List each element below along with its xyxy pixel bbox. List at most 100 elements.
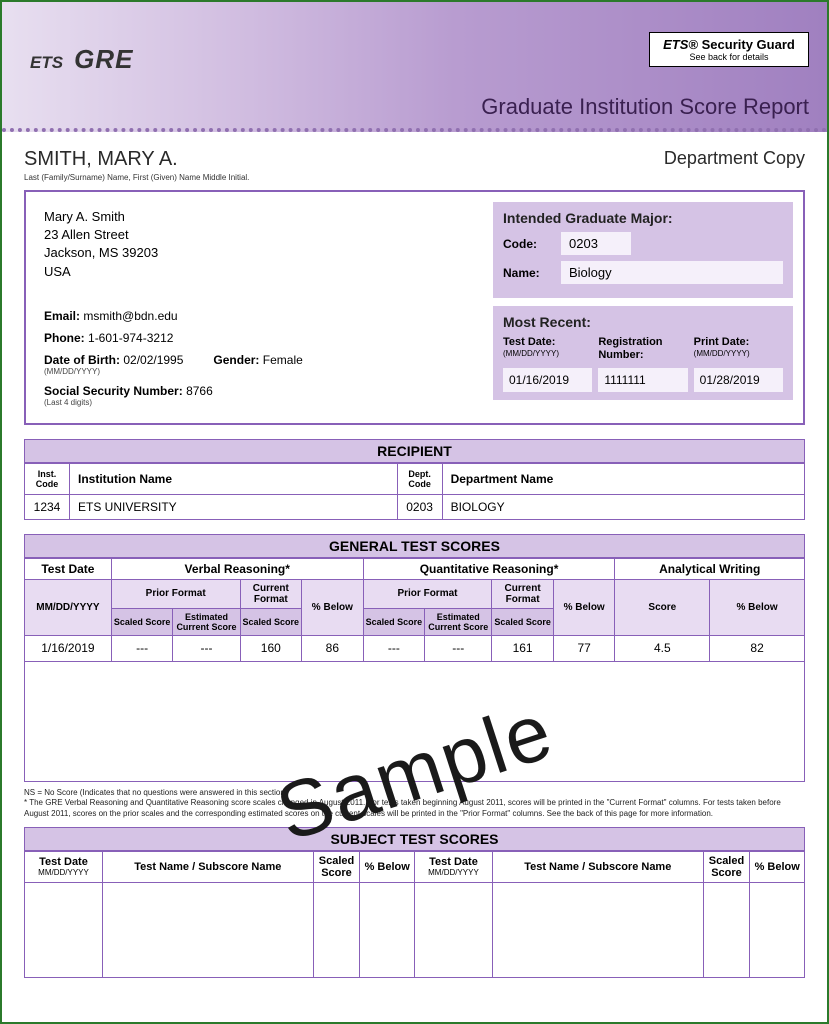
- address-block: Mary A. Smith 23 Allen Street Jackson, M…: [44, 208, 475, 281]
- recent-title: Most Recent:: [503, 314, 783, 330]
- major-panel: Intended Graduate Major: Code: 0203 Name…: [493, 202, 793, 298]
- score-date: 1/16/2019: [25, 635, 112, 661]
- content-area: SMITH, MARY A. Last (Family/Surname) Nam…: [2, 132, 827, 988]
- info-box: Mary A. Smith 23 Allen Street Jackson, M…: [24, 190, 805, 425]
- email-value: msmith@bdn.edu: [83, 309, 177, 323]
- w-score: 4.5: [615, 635, 710, 661]
- v-pct: 86: [302, 635, 364, 661]
- dob-gender-row: Date of Birth: 02/02/1995 (MM/DD/YYYY) G…: [44, 353, 475, 376]
- subj-scaled-1: Scaled Score: [313, 851, 360, 882]
- col-v-curr-scaled: Scaled Score: [240, 608, 302, 635]
- major-code-label: Code:: [503, 237, 553, 251]
- score-row: 1/16/2019 --- --- 160 86 --- --- 161 77 …: [25, 635, 805, 661]
- v-prior-est: ---: [173, 635, 240, 661]
- q-prior-scaled: ---: [363, 635, 425, 661]
- header-banner: ETS GRE ETS® Security Guard See back for…: [2, 2, 827, 132]
- student-name: SMITH, MARY A.: [24, 148, 249, 171]
- general-scores-section: GENERAL TEST SCORES Test Date Verbal Rea…: [24, 534, 805, 782]
- email-field: Email: msmith@bdn.edu: [44, 309, 475, 323]
- col-w-pct: % Below: [710, 579, 805, 635]
- subj-scaled-2: Scaled Score: [703, 851, 750, 882]
- col-v-prior: Prior Format: [111, 579, 240, 608]
- print-date-value: 01/28/2019: [694, 368, 783, 392]
- dept-code: 0203: [397, 494, 442, 519]
- dept-name: BIOLOGY: [442, 494, 804, 519]
- q-prior-est: ---: [425, 635, 492, 661]
- general-scores-header: GENERAL TEST SCORES: [24, 534, 805, 558]
- col-test-date: Test Date: [25, 558, 112, 579]
- col-q-curr-scaled: Scaled Score: [492, 608, 554, 635]
- major-name-value: Biology: [561, 261, 783, 284]
- inst-code: 1234: [25, 494, 70, 519]
- dept-code-header: Dept. Code: [397, 463, 442, 494]
- col-w-score: Score: [615, 579, 710, 635]
- q-pct: 77: [553, 635, 615, 661]
- test-date-label: Test Date: (MM/DD/YYYY): [503, 336, 592, 364]
- phone-field: Phone: 1-601-974-3212: [44, 331, 475, 345]
- email-label: Email:: [44, 309, 80, 323]
- ssn-value: 8766: [186, 384, 213, 398]
- subject-scores-header: SUBJECT TEST SCORES: [24, 827, 805, 851]
- address-line3: USA: [44, 263, 475, 281]
- subject-scores-section: SUBJECT TEST SCORES Test Date MM/DD/YYYY…: [24, 827, 805, 978]
- col-q-est: Estimated Current Score: [425, 608, 492, 635]
- col-verbal: Verbal Reasoning*: [111, 558, 363, 579]
- w-pct: 82: [710, 635, 805, 661]
- name-row: SMITH, MARY A. Last (Family/Surname) Nam…: [24, 148, 805, 182]
- subj-date-1: Test Date MM/DD/YYYY: [25, 851, 103, 882]
- subject-scores-table: Test Date MM/DD/YYYY Test Name / Subscor…: [24, 851, 805, 978]
- empty-rows: [25, 661, 805, 781]
- test-date-value: 01/16/2019: [503, 368, 592, 392]
- subj-pct-1: % Below: [360, 851, 415, 882]
- name-format-hint: Last (Family/Surname) Name, First (Given…: [24, 173, 249, 182]
- info-right: Intended Graduate Major: Code: 0203 Name…: [493, 202, 793, 413]
- report-title: Graduate Institution Score Report: [481, 94, 809, 120]
- v-current: 160: [240, 635, 302, 661]
- print-date-format: (MM/DD/YYYY): [694, 349, 783, 359]
- subj-name-1: Test Name / Subscore Name: [103, 851, 314, 882]
- col-q-prior: Prior Format: [363, 579, 492, 608]
- recent-panel: Most Recent: Test Date: (MM/DD/YYYY) 01/…: [493, 306, 793, 400]
- dob-label: Date of Birth:: [44, 353, 120, 367]
- page: ETS GRE ETS® Security Guard See back for…: [0, 0, 829, 1024]
- gender-value: Female: [263, 353, 303, 367]
- q-current: 161: [492, 635, 554, 661]
- inst-name-header: Institution Name: [70, 463, 398, 494]
- gender-label: Gender:: [213, 353, 259, 367]
- security-guard-label: Security Guard: [702, 37, 795, 52]
- reg-number-label: Registration Number:: [598, 336, 687, 364]
- footnote-ns: NS = No Score (Indicates that no questio…: [24, 788, 805, 798]
- col-q-pct: % Below: [553, 579, 615, 635]
- ssn-hint: (Last 4 digits): [44, 398, 475, 407]
- address-name: Mary A. Smith: [44, 208, 475, 226]
- recipient-header: RECIPIENT: [24, 439, 805, 463]
- phone-label: Phone:: [44, 331, 85, 345]
- print-date-label: Print Date: (MM/DD/YYYY): [694, 336, 783, 364]
- col-v-pct: % Below: [302, 579, 364, 635]
- col-v-est: Estimated Current Score: [173, 608, 240, 635]
- ets-text: ETS: [30, 53, 63, 72]
- col-writing: Analytical Writing: [615, 558, 805, 579]
- major-code-value: 0203: [561, 232, 631, 255]
- address-line1: 23 Allen Street: [44, 226, 475, 244]
- dob-value: 02/02/1995: [123, 353, 183, 367]
- recipient-table: Inst. Code Institution Name Dept. Code D…: [24, 463, 805, 520]
- col-q-current: Current Format: [492, 579, 554, 608]
- col-q-scaled: Scaled Score: [363, 608, 425, 635]
- col-v-current: Current Format: [240, 579, 302, 608]
- subj-date-2: Test Date MM/DD/YYYY: [414, 851, 492, 882]
- footnotes: NS = No Score (Indicates that no questio…: [24, 788, 805, 819]
- subj-pct-2: % Below: [750, 851, 805, 882]
- department-copy-label: Department Copy: [664, 148, 805, 169]
- recipient-section: RECIPIENT Inst. Code Institution Name De…: [24, 439, 805, 520]
- subject-empty: [25, 882, 805, 977]
- dept-name-header: Department Name: [442, 463, 804, 494]
- major-name-label: Name:: [503, 266, 553, 280]
- gre-text: GRE: [74, 44, 133, 74]
- general-scores-table: Test Date Verbal Reasoning* Quantitative…: [24, 558, 805, 782]
- security-ets: ETS®: [663, 37, 698, 52]
- address-line2: Jackson, MS 39203: [44, 244, 475, 262]
- info-left: Mary A. Smith 23 Allen Street Jackson, M…: [36, 202, 483, 413]
- test-date-format: (MM/DD/YYYY): [503, 349, 592, 359]
- recipient-row: 1234 ETS UNIVERSITY 0203 BIOLOGY: [25, 494, 805, 519]
